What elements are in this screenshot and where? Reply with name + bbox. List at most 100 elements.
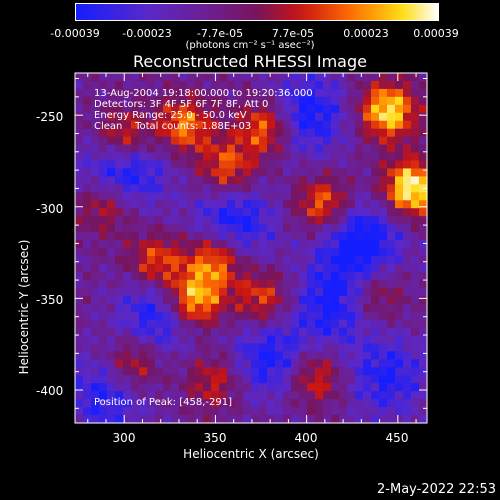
heatmap-cell [83, 80, 92, 90]
heatmap-cell [403, 176, 412, 185]
heatmap-cell [203, 271, 212, 281]
heatmap-cell [259, 263, 268, 273]
heatmap-cell [115, 184, 124, 193]
heatmap-cell [267, 104, 276, 114]
heatmap-cell [395, 168, 404, 177]
heatmap-cell [315, 319, 324, 329]
heatmap-cell [395, 367, 404, 376]
heatmap-cell [107, 73, 116, 82]
heatmap-cell [179, 279, 188, 289]
heatmap-cell [123, 295, 132, 305]
heatmap-cell [411, 200, 420, 209]
heatmap-cell [147, 112, 156, 122]
heatmap-cell [179, 335, 188, 345]
heatmap-cell [155, 271, 164, 281]
heatmap-cell [91, 104, 100, 114]
heatmap-cell [251, 216, 260, 225]
heatmap-cell [251, 168, 260, 177]
heatmap-cell [315, 184, 324, 193]
heatmap-cell [219, 184, 228, 193]
heatmap-cell [395, 104, 404, 114]
heatmap-cell [171, 192, 180, 201]
heatmap-cell [323, 216, 332, 225]
heatmap-cell [419, 128, 428, 138]
heatmap-cell [419, 168, 428, 177]
heatmap-cell [395, 391, 404, 400]
heatmap-cell [147, 271, 156, 281]
heatmap-cell [91, 271, 100, 281]
heatmap-cell [115, 399, 124, 408]
heatmap-cell [195, 240, 204, 249]
heatmap-cell [187, 319, 196, 329]
heatmap-cell [219, 255, 228, 265]
heatmap-cell [163, 232, 172, 241]
heatmap-cell [75, 271, 84, 281]
heatmap-cell [347, 311, 356, 321]
heatmap-cell [203, 168, 212, 177]
heatmap-cell [387, 176, 396, 185]
heatmap-cell [403, 208, 412, 217]
heatmap-cell [211, 152, 220, 162]
heatmap-cell [355, 104, 364, 114]
heatmap-cell [379, 255, 388, 265]
heatmap-cell [235, 415, 244, 424]
heatmap-cell [235, 279, 244, 289]
heatmap-cell [315, 160, 324, 170]
heatmap-cell [187, 136, 196, 146]
heatmap-cell [139, 232, 148, 241]
heatmap-cell [219, 160, 228, 170]
heatmap-cell [387, 136, 396, 146]
heatmap-cell [363, 120, 372, 130]
heatmap-cell [203, 232, 212, 241]
heatmap-cell [203, 73, 212, 82]
heatmap-cell [403, 144, 412, 154]
heatmap-cell [283, 303, 292, 313]
heatmap-cell [251, 144, 260, 154]
heatmap-cell [227, 287, 236, 297]
heatmap-cell [235, 144, 244, 154]
heatmap-cell [363, 399, 372, 408]
heatmap-cell [395, 200, 404, 209]
heatmap-cell [371, 311, 380, 321]
heatmap-cell [259, 96, 268, 106]
heatmap-cell [235, 128, 244, 138]
heatmap-cell [75, 80, 84, 90]
heatmap-cell [75, 263, 84, 273]
heatmap-cell [411, 160, 420, 170]
heatmap-cell [291, 351, 300, 360]
heatmap-cell [267, 176, 276, 185]
heatmap-cell [339, 104, 348, 114]
heatmap-cell [251, 311, 260, 321]
heatmap-cell [275, 351, 284, 360]
heatmap-cell [363, 383, 372, 392]
heatmap-cell [99, 232, 108, 241]
heatmap-cell [123, 112, 132, 122]
heatmap-cell [403, 160, 412, 170]
heatmap-cell [171, 104, 180, 114]
heatmap-cell [243, 263, 252, 273]
heatmap-cell [259, 359, 268, 368]
heatmap-cell [115, 208, 124, 217]
heatmap-cell [139, 200, 148, 209]
heatmap-cell [195, 415, 204, 424]
heatmap-cell [275, 311, 284, 321]
heatmap-cell [339, 367, 348, 376]
heatmap-cell [147, 104, 156, 114]
heatmap-cell [131, 327, 140, 337]
heatmap-cell [323, 375, 332, 384]
heatmap-cell [323, 391, 332, 400]
heatmap-cell [363, 192, 372, 201]
heatmap-cell [363, 279, 372, 289]
heatmap-cell [139, 367, 148, 376]
heatmap-cell [139, 383, 148, 392]
heatmap-cell [155, 263, 164, 273]
heatmap-cell [411, 263, 420, 273]
heatmap-cell [267, 200, 276, 209]
heatmap-cell [123, 391, 132, 400]
heatmap-cell [83, 255, 92, 265]
heatmap-cell [363, 73, 372, 82]
heatmap-cell [203, 391, 212, 400]
heatmap-cell [259, 88, 268, 98]
heatmap-cell [259, 303, 268, 313]
heatmap-cell [147, 120, 156, 130]
